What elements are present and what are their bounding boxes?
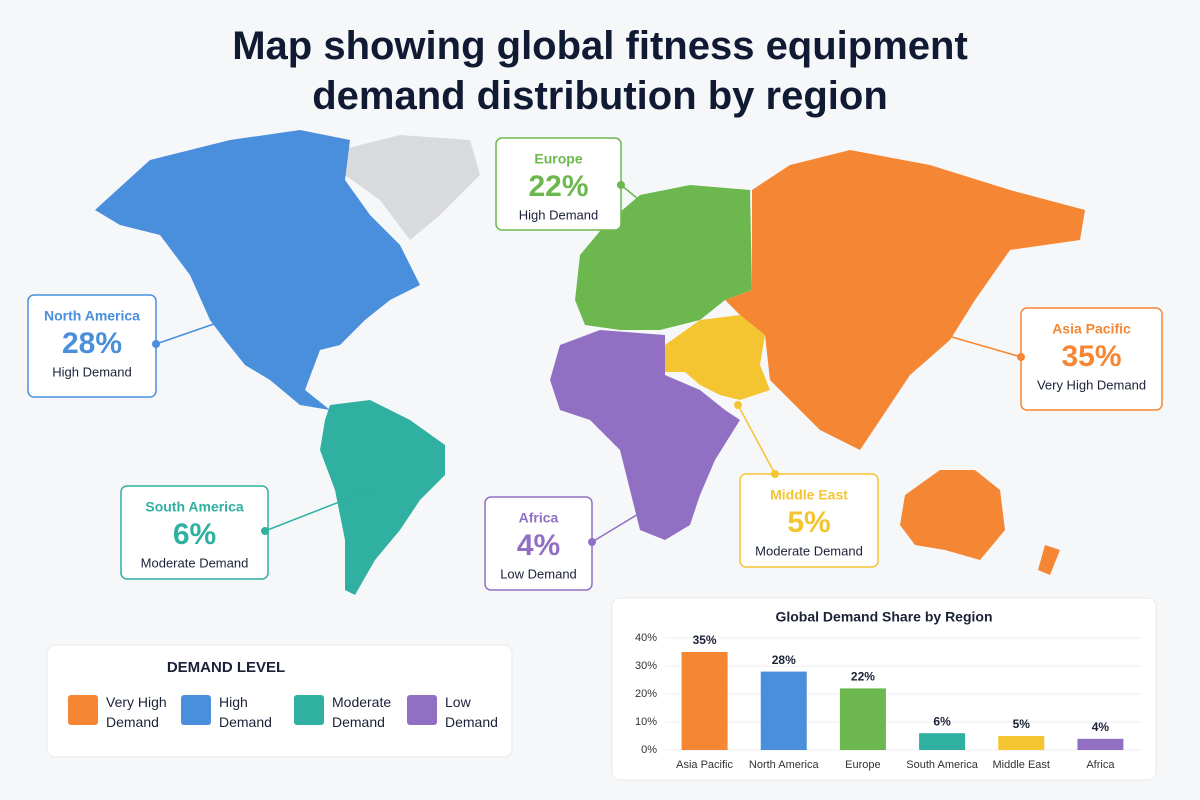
legend-panel: DEMAND LEVEL Very High Demand High Demand Mo… [46,644,513,758]
callout-level: Moderate Demand [755,543,863,558]
bar-value-label: 5% [1013,717,1031,731]
bar [919,733,966,750]
callout-region: Africa [519,510,559,526]
callout-dot [734,401,742,409]
callout-dot [236,311,244,319]
legend-title: DEMAND LEVEL [167,659,285,676]
callout-dot [704,252,712,260]
callout-region: Europe [534,151,582,167]
north-america [95,130,420,410]
x-tick-label: North America [749,759,820,771]
legend-swatch [181,695,211,725]
legend-label: Very High Demand [106,694,167,730]
page-title: Map showing global fitness equipment dema… [232,24,968,118]
callout-leader [591,509,646,543]
callout-dot [588,538,596,546]
legend-label: High Demand [219,694,272,730]
callout-level: Very High Demand [1037,377,1146,392]
callout-level: High Demand [52,364,132,379]
callout-leader [264,487,376,532]
bar-value-label: 4% [1092,720,1110,734]
bar [760,671,807,750]
bar [681,652,728,750]
callout-value: 6% [173,518,216,551]
world-map [95,130,1085,595]
callout-dot [371,484,379,492]
y-tick-label: 0% [641,744,657,756]
x-tick-label: Europe [845,759,880,771]
callout-region: South America [145,499,243,515]
chart-title: Global Demand Share by Region [775,609,992,625]
bar [839,688,886,750]
callout-leader [620,184,709,257]
callout-leader [155,314,241,345]
bar [998,736,1045,750]
callouts: Asia Pacific 35% Very High Demand North Ame… [27,137,1163,591]
bar-value-label: 22% [851,670,875,684]
callout-dot [1017,353,1025,361]
callout-box [739,473,879,568]
callout-value: 5% [787,506,830,539]
callout-level: Moderate Demand [141,555,249,570]
greenland [340,135,480,240]
bar-chart: 0% 10% 20% 30% 40% 35% Asia Pacific 28% North Am… [635,632,1140,771]
legend-label: Low Demand [445,694,498,730]
y-tick-label: 20% [635,688,657,700]
x-tick-label: Africa [1086,759,1115,771]
bar [1077,738,1124,750]
callout-dot [261,527,269,535]
australia [900,470,1005,560]
legend-box [46,644,513,758]
x-tick-label: Middle East [993,759,1050,771]
x-tick-label: Asia Pacific [676,759,733,771]
callout-dot [771,470,779,478]
callout-value: 35% [1061,340,1121,373]
callout-dot [641,506,649,514]
new-zealand [1038,545,1060,575]
callout-value: 22% [528,170,588,203]
y-tick-label: 30% [635,660,657,672]
legend-swatch [294,695,324,725]
callout-leader [737,404,776,475]
callout-region: Middle East [770,487,848,503]
middle-east [665,315,770,400]
bar-value-label: 28% [772,653,796,667]
callout-region: North America [44,308,140,324]
legend-swatch [68,695,98,725]
legend-label: Moderate Demand [332,694,391,730]
africa [550,330,740,540]
callout-level: Low Demand [500,566,577,581]
y-tick-label: 40% [635,632,657,644]
callout-value: 4% [517,529,560,562]
legend-items: Very High Demand High Demand Moderate Demand L… [68,694,498,730]
callout-dot [617,181,625,189]
south-america [320,400,445,595]
y-tick-label: 10% [635,716,657,728]
callout-dot [941,331,949,339]
callout-dot [152,340,160,348]
bar-chart-panel: Global Demand Share by Region 0% 10% 20% 30… [611,597,1157,781]
callout-value: 28% [62,327,122,360]
bar-value-label: 6% [933,714,951,728]
callout-region: Asia Pacific [1052,321,1131,337]
bar-value-label: 35% [693,633,717,647]
asia [725,150,1085,450]
legend-swatch [407,695,437,725]
callout-level: High Demand [519,207,599,222]
x-tick-label: South America [906,759,978,771]
callout-leader [944,334,1022,358]
